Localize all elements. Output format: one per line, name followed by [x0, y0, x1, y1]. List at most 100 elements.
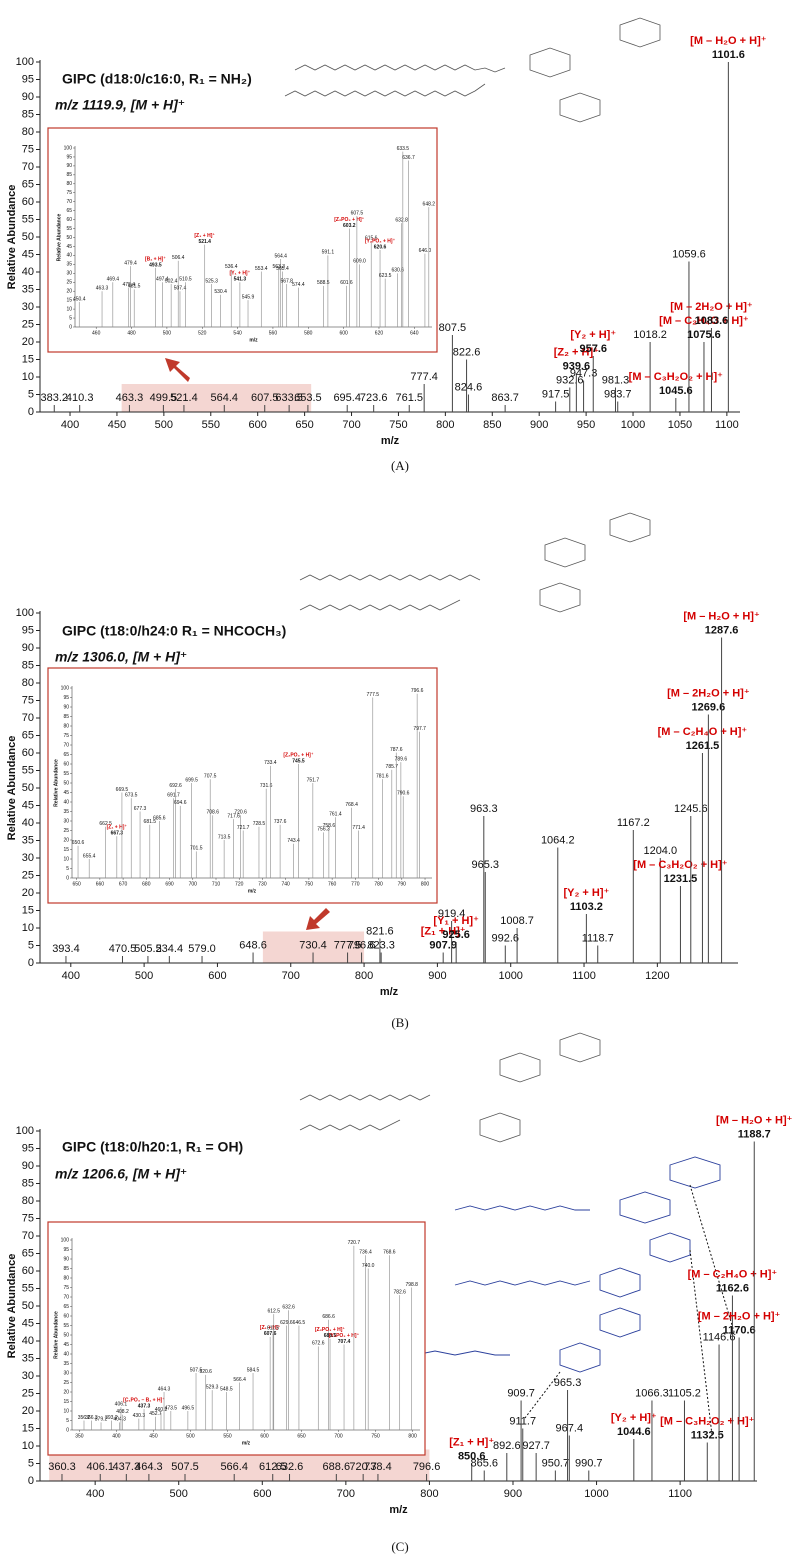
ion-label: [M – C₂H₄O + H]⁺ — [688, 1268, 778, 1280]
y-tick-label: 55 — [63, 771, 69, 777]
peak-label: 497.4 — [156, 277, 169, 283]
peak-label: 738.4 — [364, 1461, 392, 1473]
peak-label: 655.4 — [83, 853, 96, 859]
peak-label: 481.5 — [128, 284, 141, 290]
peak-label: 1162.6 — [716, 1282, 749, 1294]
peak-label: 620.6 — [374, 244, 387, 250]
peak-label: 611.5 — [267, 1326, 279, 1332]
peak-label: 437.3 — [113, 1461, 141, 1473]
peak-label: 957.6 — [579, 343, 607, 355]
peak-label: 629.6 — [280, 1320, 293, 1326]
peak-label: 713.5 — [218, 834, 231, 840]
peak-label: 607.5 — [251, 392, 279, 404]
y-tick-label: 30 — [22, 852, 34, 864]
x-tick-label: 700 — [337, 1488, 355, 1500]
peak-label: 525.3 — [205, 278, 218, 284]
y-tick-label: 80 — [22, 1195, 34, 1207]
x-tick-label: 660 — [96, 881, 105, 887]
y-tick-label: 80 — [63, 723, 69, 729]
y-tick-label: 65 — [66, 208, 72, 214]
ion-label: [C₁PO₃ – B₁ + H]⁺ — [123, 1397, 165, 1403]
y-tick-label: 15 — [22, 1422, 34, 1434]
peak-label: 789.6 — [395, 756, 408, 762]
peak-label: 545.9 — [242, 294, 255, 300]
peak-label: 464.3 — [135, 1461, 163, 1473]
y-tick-label: 35 — [63, 1361, 69, 1367]
ion-label: [Z₃ + H]⁺ — [194, 233, 215, 239]
peak-label: 510.5 — [179, 277, 192, 283]
peak-label: 824.6 — [455, 381, 483, 393]
inset-frame — [47, 667, 438, 904]
y-tick-label: 35 — [22, 1352, 34, 1364]
x-tick-label: 1100 — [715, 419, 739, 431]
y-tick-label: 95 — [66, 154, 72, 160]
peak-label: 796.6 — [413, 1461, 441, 1473]
y-tick-label: 35 — [22, 283, 34, 295]
peak-label: 688.5 — [324, 1333, 337, 1339]
y-tick-label: 70 — [63, 742, 69, 748]
peak-label: 758.6 — [323, 823, 336, 829]
y-tick-label: 75 — [66, 190, 72, 196]
x-tick-label: 750 — [305, 881, 314, 887]
peak-label: 990.7 — [575, 1457, 603, 1469]
peak-label: 673.5 — [125, 793, 138, 799]
y-tick-label: 75 — [22, 1212, 34, 1224]
peak-label: 822.6 — [453, 346, 481, 358]
peak-label: 379.2 — [95, 1417, 108, 1423]
x-tick-label: 550 — [223, 1433, 232, 1439]
y-tick-label: 95 — [22, 624, 34, 636]
ion-label: [M – 2H₂O + H]⁺ — [667, 687, 750, 699]
y-tick-label: 20 — [63, 837, 69, 843]
peak-label: 648.6 — [239, 939, 267, 951]
peak-label: 646.0 — [419, 248, 432, 254]
peak-label: 981.3 — [602, 374, 630, 386]
peak-label: 731.6 — [260, 783, 273, 789]
peak-label: 566.4 — [233, 1377, 246, 1383]
peak-label: 450.4 — [73, 296, 86, 302]
peak-label: 1075.6 — [687, 329, 721, 341]
y-tick-label: 40 — [22, 817, 34, 829]
peak-label: 630.6 — [391, 268, 404, 274]
y-tick-label: 50 — [22, 1300, 34, 1312]
peak-label: 612.5 — [259, 1461, 287, 1473]
peak-label: 633.5 — [275, 392, 303, 404]
peak-label: 701.5 — [190, 846, 203, 852]
y-tick-label: 60 — [66, 217, 72, 223]
peak-label: 694.6 — [174, 800, 187, 806]
y-tick-label: 100 — [16, 1125, 34, 1137]
y-axis-title: Relative Abundance — [53, 1311, 59, 1359]
y-tick-label: 50 — [63, 780, 69, 786]
peak-label: 383.2 — [40, 392, 68, 404]
x-tick-label: 900 — [530, 419, 548, 431]
ion-label: [Z₂PO₃ + H]⁺ — [315, 1327, 345, 1333]
x-tick-label: 500 — [186, 1433, 195, 1439]
peak-label: 529.3 — [206, 1384, 219, 1390]
peak-label: 707.5 — [204, 774, 217, 780]
peak-label: 506.4 — [172, 255, 185, 261]
peak-label: 797.7 — [413, 726, 426, 732]
y-tick-label: 45 — [66, 244, 72, 250]
y-tick-label: 70 — [22, 161, 34, 173]
ion-label: [M – 2H₂O + H]⁺ — [698, 1310, 781, 1322]
y-tick-label: 20 — [22, 1405, 34, 1417]
peak-label: 564.4 — [274, 253, 287, 259]
x-tick-label: 720 — [235, 881, 244, 887]
peak-label: 1204.0 — [643, 845, 677, 857]
x-tick-label: 500 — [155, 419, 173, 431]
y-tick-label: 20 — [22, 887, 34, 899]
y-tick-label: 55 — [22, 764, 34, 776]
peak-label: 707.4 — [338, 1339, 351, 1345]
y-tick-label: 100 — [16, 607, 34, 619]
peak-label: 685.6 — [153, 815, 166, 821]
peak-label: 777.5 — [367, 692, 380, 698]
peak-label: 584.5 — [247, 1367, 260, 1373]
y-tick-label: 0 — [66, 875, 69, 881]
peak-label: 356.2 — [78, 1415, 91, 1421]
y-tick-label: 60 — [63, 761, 69, 767]
y-tick-label: 40 — [63, 1351, 69, 1357]
peak-label: 723.6 — [360, 392, 388, 404]
peak-label: 452.7 — [149, 1411, 162, 1417]
peak-label: 736.4 — [359, 1250, 372, 1256]
x-tick-label: 600 — [339, 330, 348, 336]
x-tick-label: 600 — [253, 1488, 271, 1500]
